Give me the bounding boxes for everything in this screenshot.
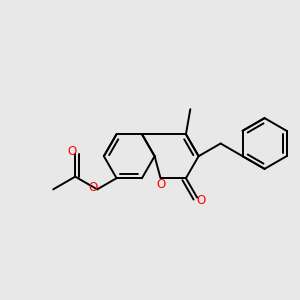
Text: O: O — [156, 178, 165, 191]
Text: O: O — [196, 194, 206, 206]
Text: O: O — [88, 181, 98, 194]
Text: O: O — [68, 145, 77, 158]
